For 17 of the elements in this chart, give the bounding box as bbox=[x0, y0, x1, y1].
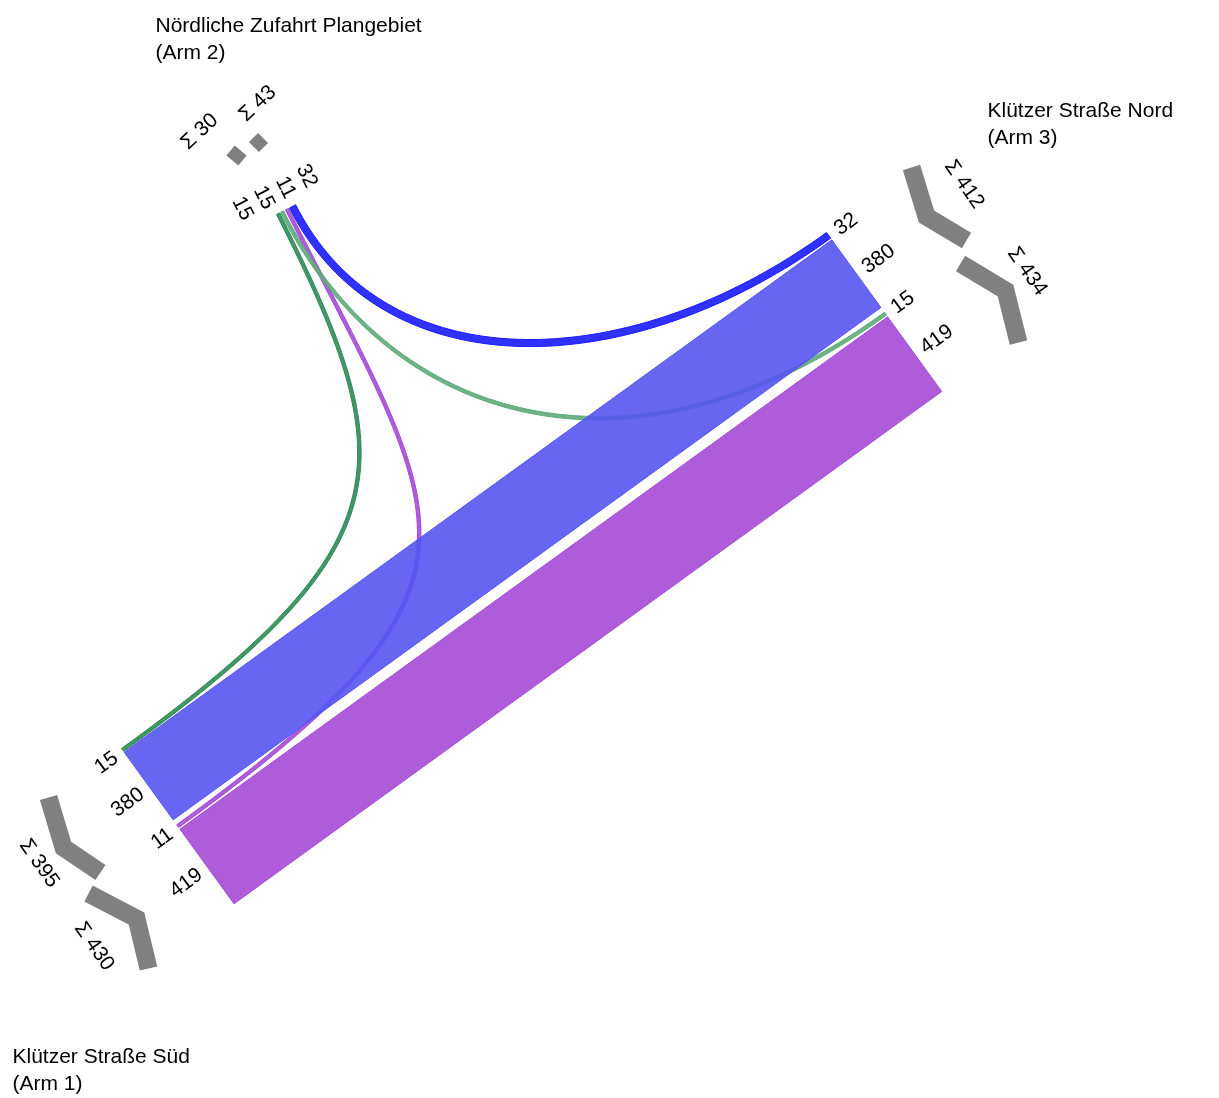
data-label: 15 bbox=[89, 745, 122, 778]
text: Σ 412 bbox=[940, 154, 991, 213]
data-label: 380 bbox=[856, 238, 899, 278]
text: Σ 430 bbox=[70, 916, 121, 975]
data-label: 419 bbox=[914, 318, 957, 358]
text: Σ 434 bbox=[1003, 241, 1054, 300]
category-label: Nördliche Zufahrt Plangebiet (Arm 2) bbox=[155, 12, 422, 64]
data-label: 32 bbox=[828, 206, 862, 239]
category-label: Klützer Straße Nord (Arm 3) bbox=[987, 97, 1174, 149]
data-label: 11 bbox=[145, 821, 177, 854]
category-label: Klützer Straße Süd (Arm 1) bbox=[12, 1043, 190, 1095]
text: Σ 30 bbox=[175, 107, 222, 154]
text: Σ 43 bbox=[233, 79, 280, 126]
data-label: 419 bbox=[164, 862, 207, 902]
text: Σ 395 bbox=[15, 833, 66, 892]
data-label: 15 bbox=[885, 285, 919, 318]
data-label: 380 bbox=[105, 781, 148, 821]
